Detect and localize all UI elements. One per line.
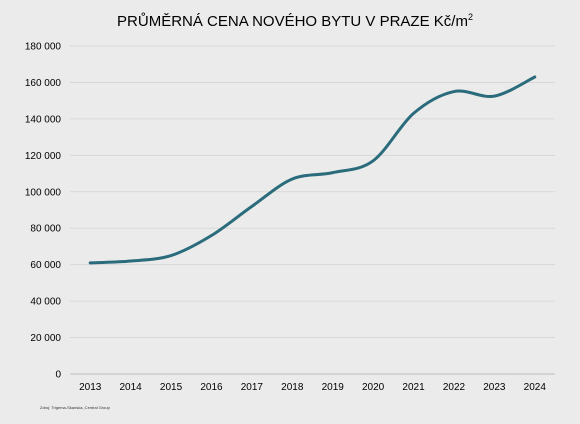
y-tick-label: 40 000: [30, 297, 61, 308]
x-axis-ticks: 2013 2014 2015 2016 2017 2018 2019 2020 2021 2022…: [79, 382, 546, 393]
data-point: [250, 205, 254, 208]
x-tick-label: 2013: [79, 382, 102, 393]
x-tick-label: 2014: [120, 382, 143, 393]
data-point: [331, 171, 334, 174]
data-point: [493, 94, 496, 98]
data-point: [89, 261, 92, 265]
y-axis-ticks: 0 20 000 40 000 60 000 80 000 100 000 120 000 1…: [25, 42, 62, 381]
x-tick-label: 2017: [241, 382, 264, 393]
x-tick-label: 2019: [322, 382, 345, 393]
x-tick-label: 2020: [362, 382, 385, 393]
data-point: [210, 234, 213, 237]
chart-title: PRŮMĚRNÁ CENA NOVÉHO BYTU V PRAZE Kč/m2: [117, 12, 473, 30]
grid-lines: [70, 45, 555, 375]
y-tick-label: 20 000: [30, 333, 61, 344]
y-tick-label: 0: [55, 370, 61, 381]
x-tick-label: 2015: [160, 382, 183, 393]
x-tick-label: 2024: [524, 382, 547, 393]
data-point: [371, 159, 375, 162]
x-tick-label: 2021: [402, 382, 425, 393]
x-tick-label: 2023: [483, 382, 506, 393]
source-note: Zdroj: Trigema-Skanska, Central Group: [40, 405, 111, 410]
data-point: [452, 90, 456, 93]
y-tick-label: 60 000: [30, 260, 61, 271]
series-layer: [88, 75, 537, 265]
y-tick-label: 120 000: [25, 151, 62, 162]
chart-title-superscript: 2: [468, 12, 473, 22]
data-point: [533, 75, 536, 79]
data-point: [291, 177, 294, 181]
chart-title-text: PRŮMĚRNÁ CENA NOVÉHO BYTU V PRAZE Kč/m: [117, 12, 468, 30]
y-tick-label: 160 000: [25, 78, 62, 89]
data-point: [169, 254, 173, 257]
x-tick-label: 2018: [281, 382, 304, 393]
series-line: [88, 75, 537, 265]
y-tick-label: 180 000: [25, 42, 62, 53]
x-tick-label: 2022: [443, 382, 466, 393]
data-point: [129, 259, 132, 263]
y-tick-label: 140 000: [25, 114, 62, 125]
data-point: [412, 112, 415, 115]
x-tick-label: 2016: [200, 382, 223, 393]
y-tick-label: 100 000: [25, 187, 62, 198]
y-tick-label: 80 000: [30, 224, 61, 235]
